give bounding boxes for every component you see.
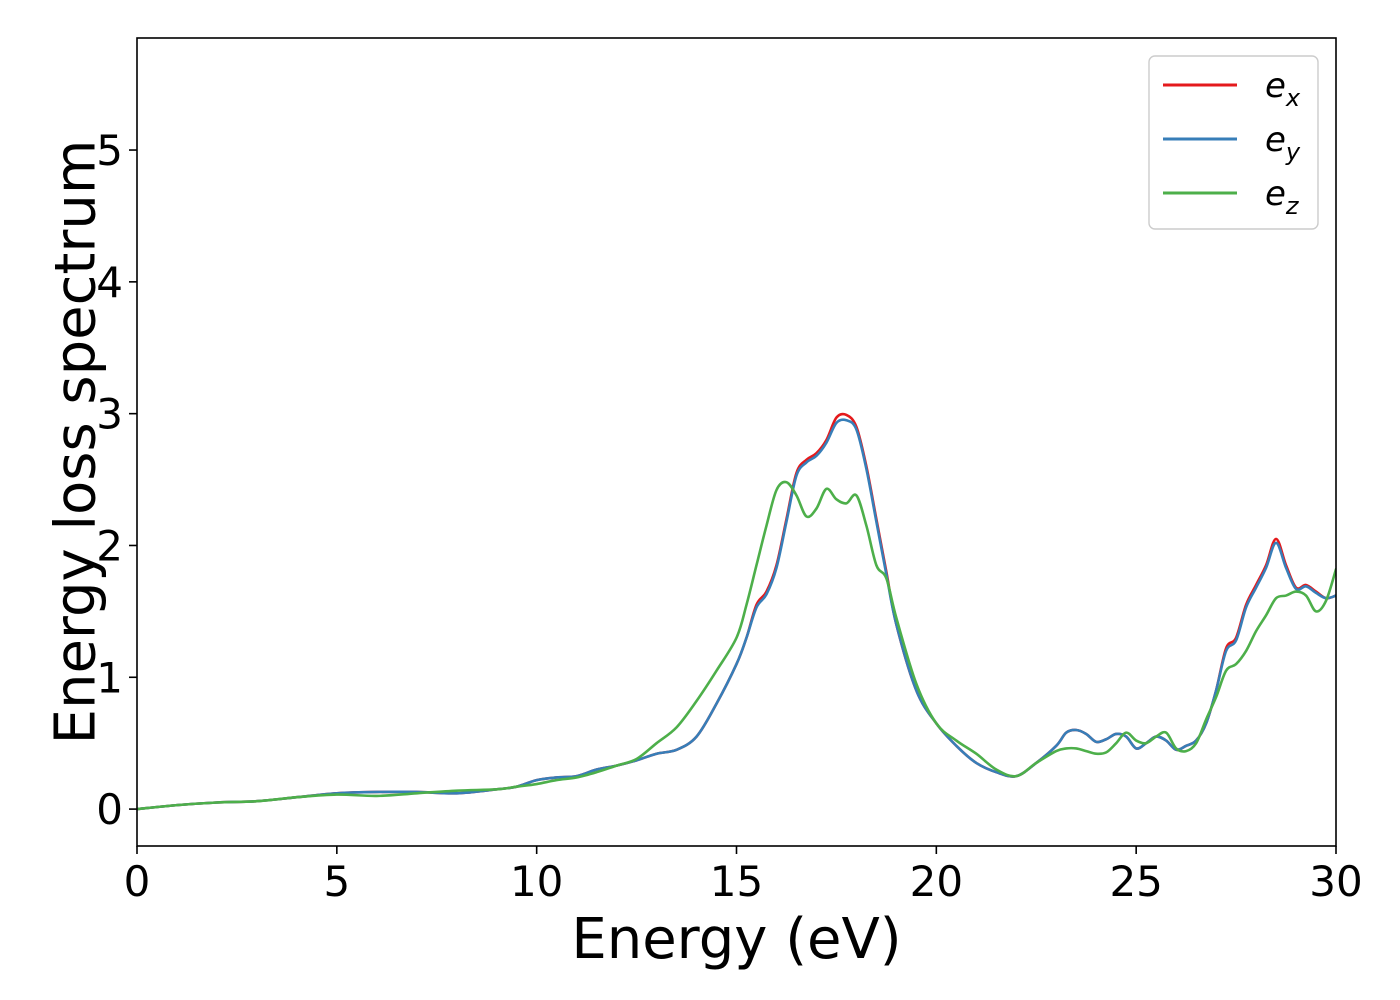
y-axis-ticks: 0 1 2 3 4 5 — [96, 126, 137, 834]
legend-label-y: ey — [1265, 120, 1301, 166]
x-tick-label: 5 — [323, 857, 350, 906]
x-tick-label: 25 — [1109, 857, 1162, 906]
series-line-z — [137, 480, 1336, 811]
y-axis-label: Energy loss spectrum — [44, 140, 109, 745]
x-tick-label: 20 — [910, 857, 963, 906]
y-tick-label: 0 — [96, 785, 123, 834]
legend-label-z: ez — [1265, 174, 1300, 220]
legend-label-x: ex — [1265, 66, 1301, 112]
series-layer — [137, 412, 1336, 811]
legend-box — [1148, 55, 1319, 230]
x-tick-label: 15 — [710, 857, 763, 906]
y-tick-label: 5 — [96, 126, 123, 175]
x-axis-ticks: 0 5 10 15 20 25 30 — [124, 846, 1363, 906]
y-tick-label: 3 — [96, 390, 123, 439]
x-tick-label: 10 — [510, 857, 563, 906]
x-tick-label: 30 — [1309, 857, 1362, 906]
y-tick-label: 4 — [96, 258, 123, 307]
x-axis-label: Energy (eV) — [571, 907, 901, 972]
y-tick-label: 1 — [96, 653, 123, 702]
legend: ex ey ez — [1148, 55, 1319, 230]
y-tick-label: 2 — [96, 521, 123, 570]
x-tick-label: 0 — [124, 857, 151, 906]
